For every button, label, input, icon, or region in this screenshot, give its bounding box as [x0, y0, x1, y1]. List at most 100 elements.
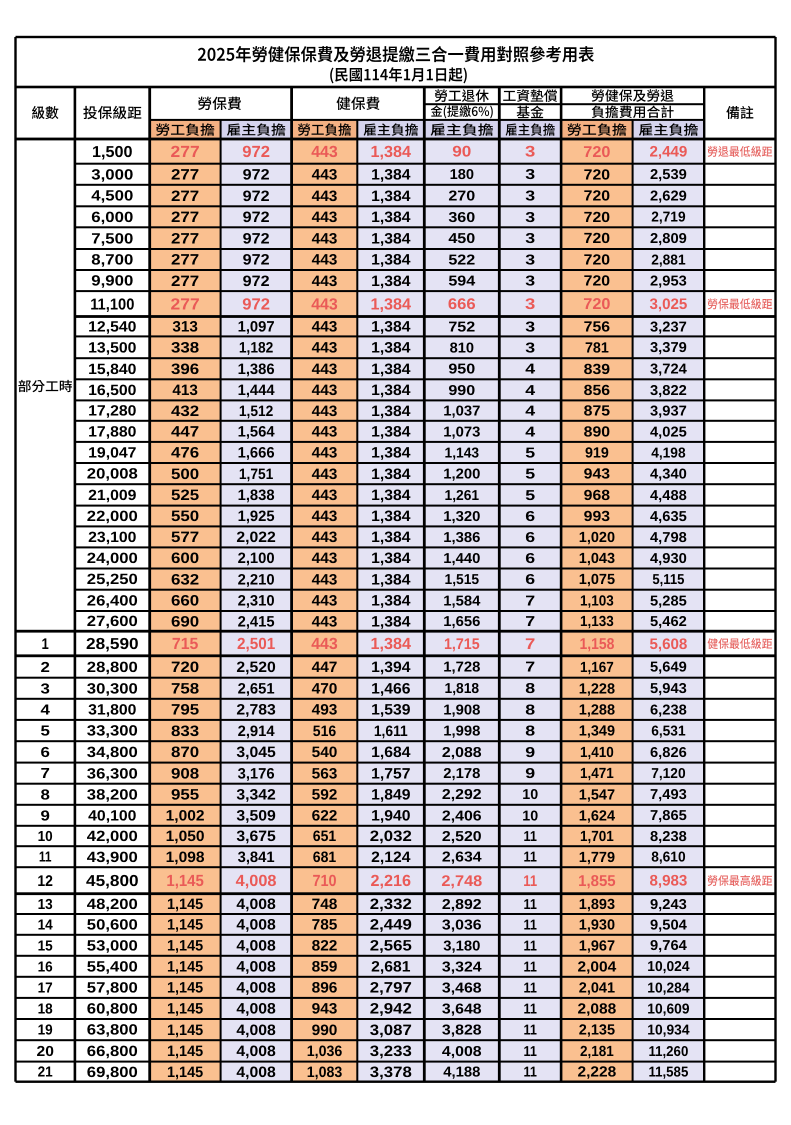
svg-text:2,783: 2,783	[236, 702, 276, 719]
svg-text:660: 660	[171, 593, 199, 610]
svg-text:990: 990	[312, 1022, 338, 1039]
svg-text:2,004: 2,004	[578, 959, 618, 975]
svg-text:2,135: 2,135	[579, 1023, 615, 1039]
svg-text:443: 443	[312, 273, 338, 290]
svg-text:1,261: 1,261	[445, 488, 480, 504]
svg-text:720: 720	[584, 253, 610, 269]
svg-text:413: 413	[172, 382, 198, 399]
svg-text:12,540: 12,540	[88, 320, 136, 336]
svg-text:1,940: 1,940	[371, 808, 410, 825]
svg-text:955: 955	[171, 786, 199, 803]
svg-text:3,841: 3,841	[238, 849, 275, 866]
svg-text:10,609: 10,609	[647, 1001, 689, 1017]
svg-text:550: 550	[171, 508, 199, 525]
svg-text:4: 4	[525, 362, 535, 378]
svg-text:1,145: 1,145	[167, 1022, 203, 1039]
svg-text:66,800: 66,800	[87, 1044, 138, 1060]
svg-text:972: 972	[243, 230, 270, 247]
svg-text:447: 447	[312, 659, 338, 676]
svg-text:443: 443	[312, 593, 338, 610]
svg-text:5: 5	[525, 488, 535, 504]
svg-text:3,000: 3,000	[91, 167, 133, 183]
svg-text:1,145: 1,145	[167, 917, 203, 934]
svg-text:1,083: 1,083	[307, 1064, 343, 1081]
svg-text:4,008: 4,008	[236, 1022, 276, 1039]
svg-text:720: 720	[584, 274, 610, 290]
svg-text:11: 11	[39, 850, 52, 866]
svg-text:42,000: 42,000	[87, 829, 138, 845]
svg-text:8: 8	[525, 681, 535, 697]
svg-text:1,410: 1,410	[580, 745, 614, 761]
svg-text:1,666: 1,666	[238, 445, 275, 462]
svg-text:1,998: 1,998	[443, 724, 480, 740]
svg-text:38,200: 38,200	[87, 787, 138, 803]
svg-text:2,634: 2,634	[442, 850, 482, 866]
svg-text:1,384: 1,384	[371, 508, 411, 525]
svg-text:1,073: 1,073	[443, 424, 480, 440]
svg-text:4,930: 4,930	[650, 551, 687, 567]
svg-text:4: 4	[525, 404, 535, 420]
svg-text:3: 3	[525, 167, 535, 183]
svg-text:17: 17	[38, 980, 53, 996]
svg-text:720: 720	[583, 296, 610, 313]
svg-text:6: 6	[525, 530, 535, 546]
svg-text:1,182: 1,182	[239, 340, 274, 357]
svg-text:443: 443	[312, 166, 338, 183]
svg-text:2,406: 2,406	[442, 808, 482, 824]
svg-text:822: 822	[312, 938, 338, 955]
svg-text:2,310: 2,310	[238, 593, 275, 610]
svg-text:3,378: 3,378	[370, 1064, 412, 1081]
svg-text:443: 443	[312, 508, 338, 525]
svg-text:1,075: 1,075	[579, 572, 615, 588]
svg-text:856: 856	[584, 383, 610, 399]
svg-text:1,893: 1,893	[579, 897, 615, 913]
svg-text:9,504: 9,504	[650, 917, 687, 933]
svg-text:3,822: 3,822	[650, 383, 687, 399]
svg-text:2,041: 2,041	[579, 980, 615, 996]
svg-text:1,384: 1,384	[371, 188, 411, 205]
svg-text:9: 9	[41, 808, 50, 824]
svg-text:2,022: 2,022	[236, 529, 276, 546]
svg-text:2,719: 2,719	[651, 210, 685, 226]
svg-text:1,564: 1,564	[238, 424, 276, 441]
svg-text:277: 277	[171, 188, 199, 205]
svg-text:443: 443	[312, 188, 338, 205]
svg-text:1,384: 1,384	[371, 635, 412, 653]
svg-text:1,145: 1,145	[167, 938, 203, 955]
svg-text:1,386: 1,386	[238, 361, 275, 378]
svg-text:1,098: 1,098	[166, 849, 205, 866]
svg-text:33,300: 33,300	[87, 724, 138, 740]
svg-text:3: 3	[525, 144, 535, 161]
svg-text:6: 6	[525, 509, 535, 525]
svg-text:3: 3	[525, 274, 535, 290]
svg-text:1,384: 1,384	[371, 445, 411, 462]
svg-text:14: 14	[38, 917, 53, 933]
svg-text:7: 7	[525, 660, 535, 676]
svg-text:3: 3	[41, 681, 50, 697]
svg-text:2,100: 2,100	[238, 550, 275, 567]
svg-text:4,008: 4,008	[236, 872, 277, 890]
svg-text:681: 681	[313, 849, 336, 866]
svg-text:600: 600	[171, 550, 199, 567]
svg-text:3,675: 3,675	[236, 828, 276, 845]
svg-text:3,087: 3,087	[370, 1022, 412, 1039]
svg-text:48,200: 48,200	[87, 897, 138, 913]
svg-text:6,000: 6,000	[91, 210, 133, 226]
svg-text:43,900: 43,900	[87, 850, 138, 866]
svg-text:13: 13	[38, 897, 53, 913]
svg-text:4,008: 4,008	[236, 1043, 276, 1060]
svg-text:720: 720	[583, 144, 610, 161]
svg-text:63,800: 63,800	[87, 1023, 138, 1039]
svg-text:443: 443	[312, 230, 338, 247]
svg-text:1,384: 1,384	[371, 230, 411, 247]
svg-text:69,800: 69,800	[87, 1065, 138, 1081]
svg-text:3,324: 3,324	[442, 959, 482, 975]
svg-text:20: 20	[37, 1044, 54, 1060]
svg-text:1,320: 1,320	[443, 509, 480, 525]
svg-text:277: 277	[171, 273, 199, 290]
svg-text:972: 972	[242, 295, 270, 313]
svg-text:1,143: 1,143	[445, 445, 480, 461]
svg-text:1,751: 1,751	[239, 466, 274, 483]
svg-text:443: 443	[312, 252, 338, 269]
svg-text:3,342: 3,342	[236, 786, 276, 803]
